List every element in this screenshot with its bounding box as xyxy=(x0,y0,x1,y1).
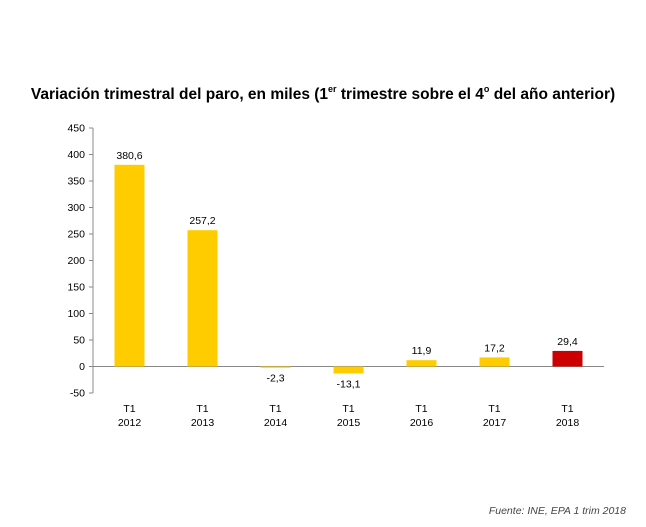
data-labels: 380,6 257,2 -2,3 -13,1 11,9 17,2 29,4 xyxy=(116,150,578,391)
data-label: 380,6 xyxy=(116,150,142,162)
data-label: 17,2 xyxy=(484,342,505,354)
bars xyxy=(114,164,583,374)
bar xyxy=(187,230,218,367)
x-tick-label: T1 xyxy=(561,403,573,415)
bar xyxy=(552,350,583,367)
source-note: Fuente: INE, EPA 1 trim 2018 xyxy=(488,505,626,517)
x-tick-label: 2018 xyxy=(556,417,580,429)
x-tick-label: T1 xyxy=(196,403,208,415)
y-tick-label: 50 xyxy=(73,335,85,347)
x-tick-label: T1 xyxy=(342,403,354,415)
x-tick-label: T1 xyxy=(488,403,500,415)
chart-title: Variación trimestral del paro, en miles … xyxy=(30,84,616,103)
x-tick-label: 2015 xyxy=(337,417,361,429)
bar xyxy=(114,164,145,367)
x-tick-label: 2012 xyxy=(118,417,142,429)
bar xyxy=(479,357,510,367)
bar xyxy=(406,360,437,367)
x-axis: T1 2012 T1 2013 T1 2014 T1 2015 T1 2016 T1 2017 T1 20… xyxy=(93,366,604,429)
bar xyxy=(260,366,291,368)
y-tick-label: 400 xyxy=(67,149,85,161)
x-tick-label: T1 xyxy=(123,403,135,415)
y-tick-label: 250 xyxy=(67,229,85,241)
y-tick-label: 350 xyxy=(67,176,85,188)
x-tick-label: 2013 xyxy=(191,417,215,429)
data-label: -13,1 xyxy=(337,378,361,390)
bar xyxy=(333,366,364,374)
y-tick-label: 0 xyxy=(79,361,85,373)
x-tick-label: 2017 xyxy=(483,417,507,429)
x-tick-label: T1 xyxy=(415,403,427,415)
y-tick-label: 150 xyxy=(67,282,85,294)
y-axis: -50 0 50 100 150 200 250 300 350 400 450 xyxy=(67,123,94,400)
data-label: -2,3 xyxy=(266,373,284,385)
y-tick-label: 200 xyxy=(67,255,85,267)
data-label: 11,9 xyxy=(412,345,432,357)
y-tick-label: 450 xyxy=(67,123,85,135)
x-tick-label: 2014 xyxy=(264,417,288,429)
x-tick-label: T1 xyxy=(269,403,281,415)
y-tick-label: -50 xyxy=(70,388,85,400)
y-tick-label: 100 xyxy=(67,308,85,320)
x-tick-label: 2016 xyxy=(410,417,434,429)
data-label: 257,2 xyxy=(189,215,215,227)
y-tick-label: 300 xyxy=(67,202,85,214)
data-label: 29,4 xyxy=(557,336,578,348)
